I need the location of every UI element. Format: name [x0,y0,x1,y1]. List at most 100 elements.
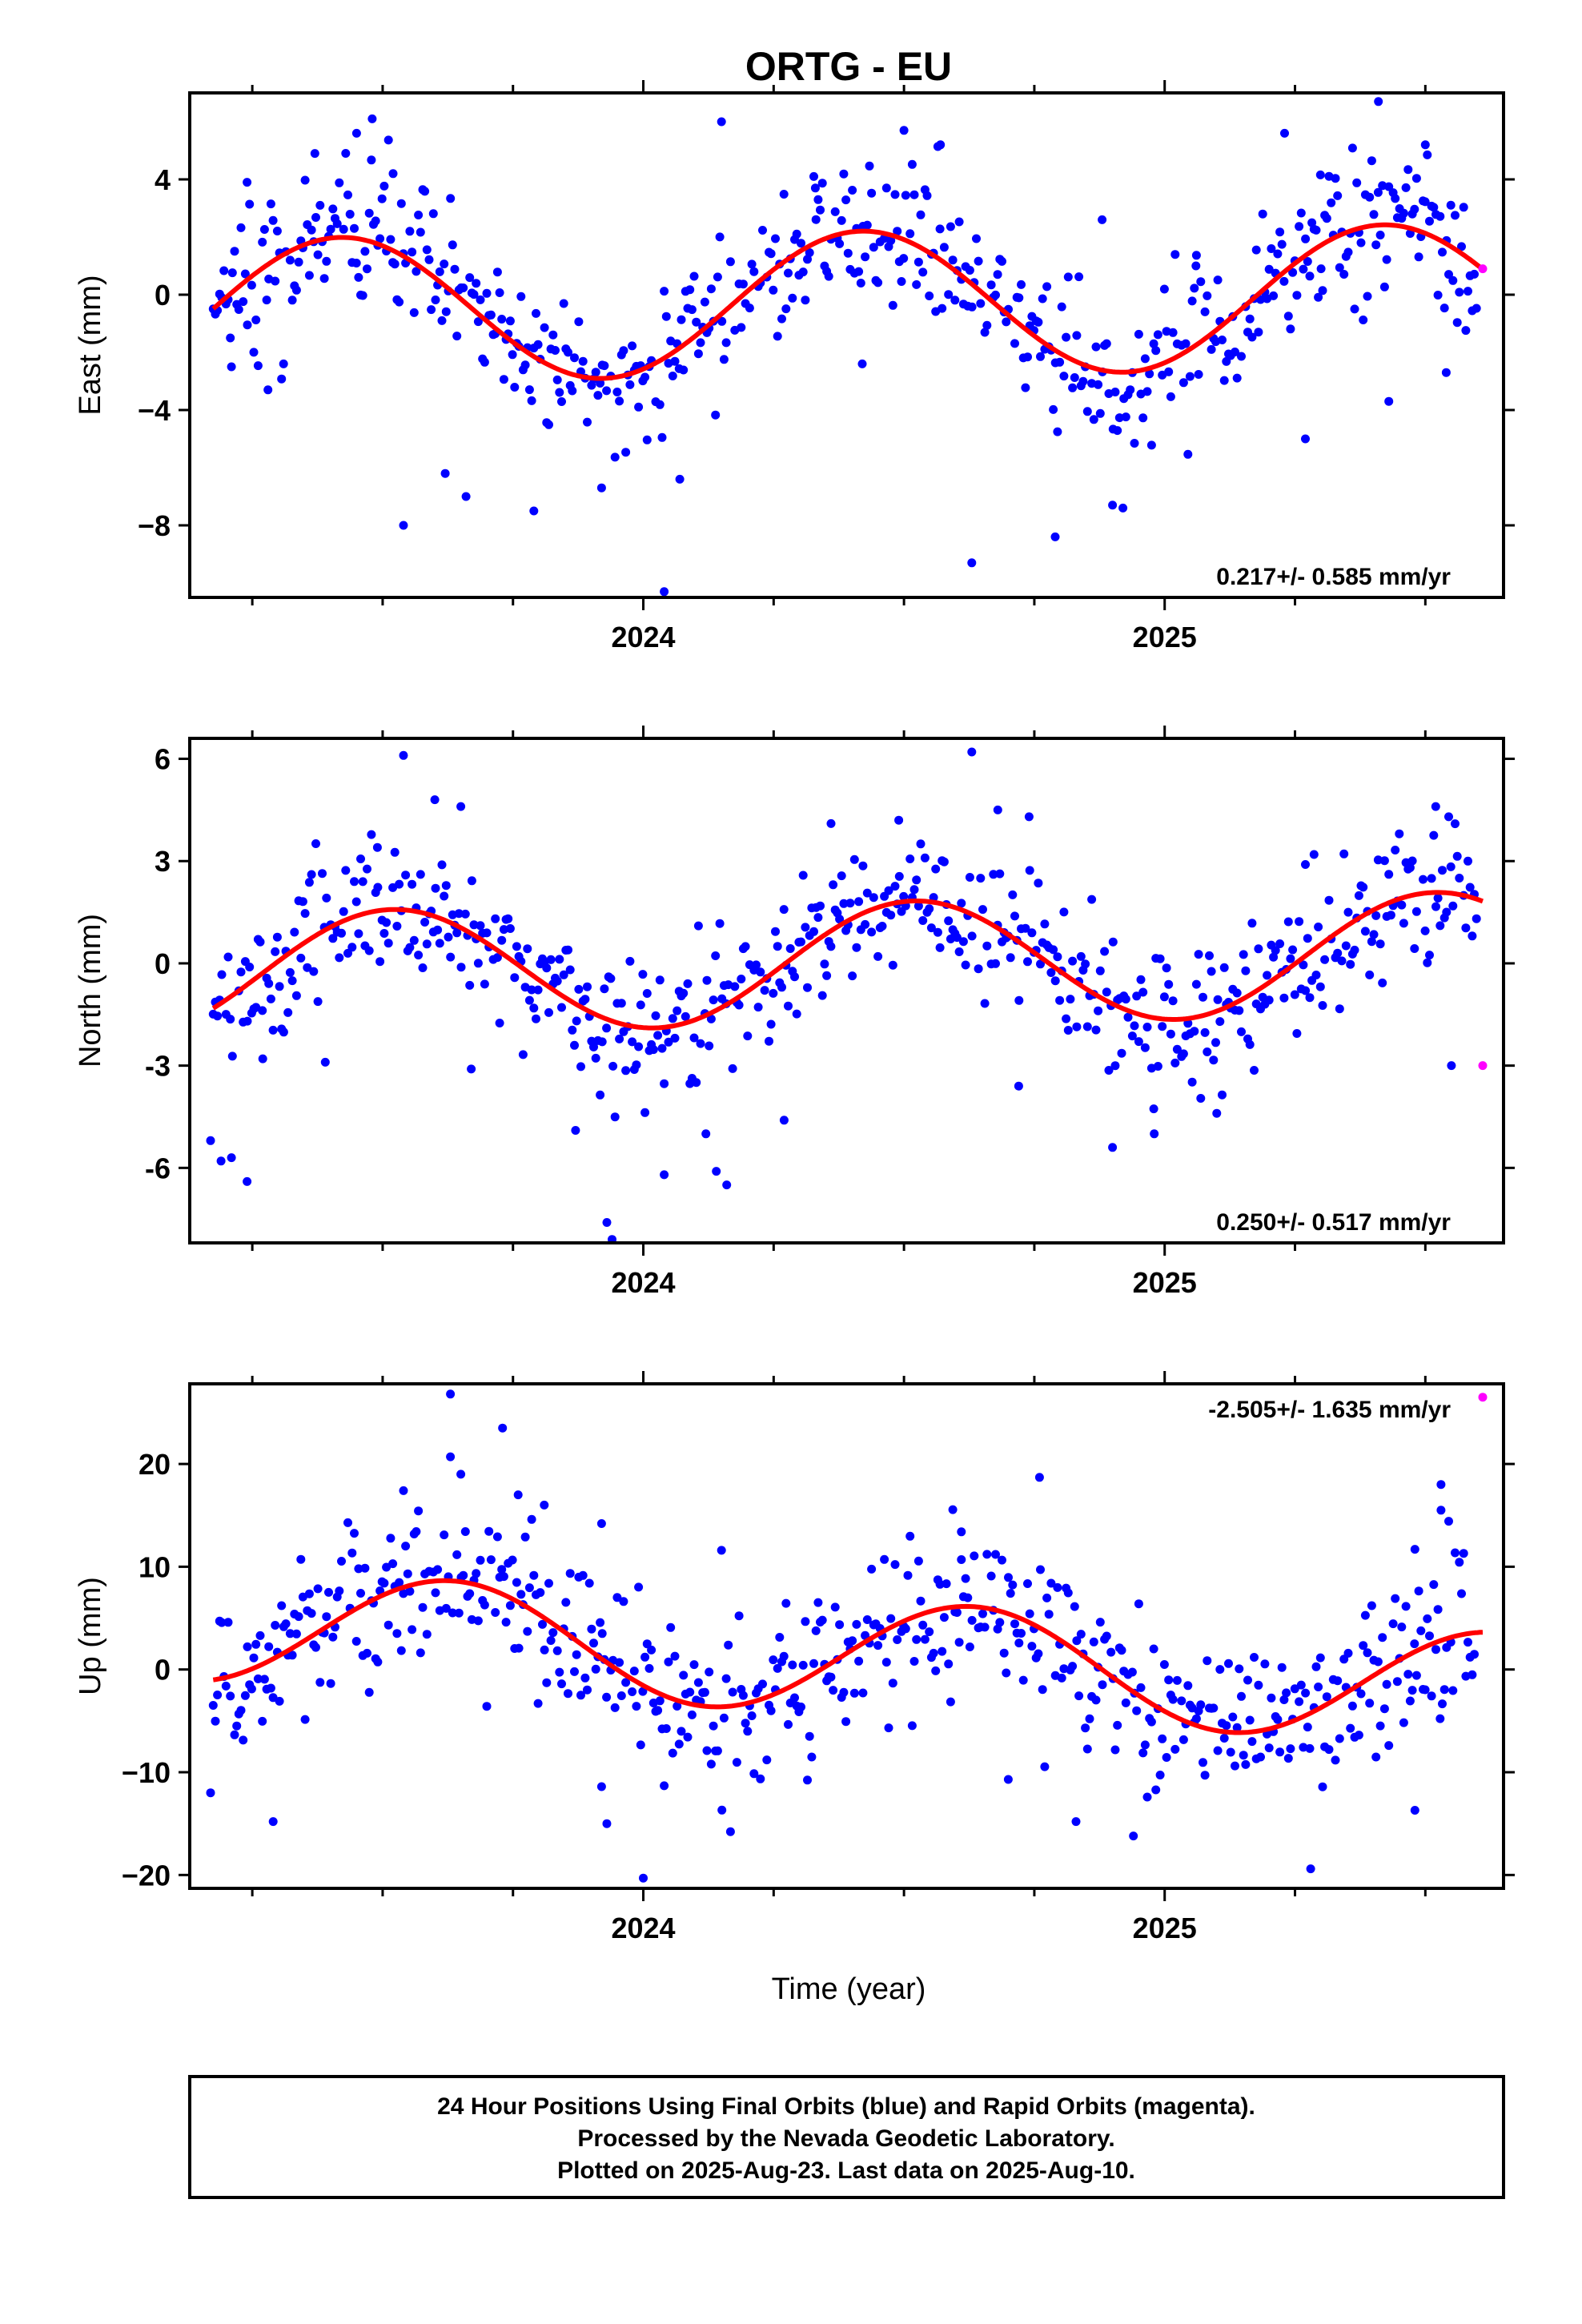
final-orbit-point [877,922,887,931]
final-orbit-point [905,854,915,863]
final-orbit-point [1034,879,1043,888]
final-orbit-point [841,195,851,205]
final-orbit-point [1455,287,1464,297]
final-orbit-point [893,227,902,236]
final-orbit-point [1435,211,1445,221]
final-orbit-point [533,1699,543,1708]
x-tick-label: 2024 [611,621,675,653]
final-orbit-point [395,879,404,889]
final-orbit-point [1405,1696,1415,1706]
final-orbit-point [664,1657,673,1667]
final-orbit-point [533,340,543,349]
final-orbit-point [612,1593,622,1602]
final-orbit-point [1335,263,1344,272]
final-orbit-point [1423,150,1432,159]
final-orbit-point [596,1782,606,1791]
final-orbit-point [1085,1714,1094,1723]
final-orbit-point [628,1687,637,1696]
final-orbit-point [1295,917,1304,927]
final-orbit-point [1384,1741,1394,1751]
final-orbit-point [1021,923,1030,933]
final-orbit-point [1335,1734,1344,1743]
final-orbit-point [574,317,584,327]
final-orbit-point [679,365,689,375]
final-orbit-point [476,921,485,931]
final-orbit-point [211,1716,220,1726]
final-orbit-point [762,1755,772,1765]
final-orbit-point [939,1613,949,1622]
final-orbit-point [313,1584,323,1594]
final-orbit-point [1470,269,1479,279]
final-orbit-point [912,1634,921,1644]
final-orbit-point [957,899,966,908]
final-orbit-point [696,338,705,348]
final-orbit-point [461,492,471,501]
final-orbit-point [335,953,344,963]
final-orbit-point [1046,968,1056,977]
final-orbit-point [797,239,805,248]
final-orbit-point [379,1578,389,1588]
final-orbit-point [1444,812,1453,822]
final-orbit-point [1134,1037,1143,1047]
final-orbit-point [1465,883,1475,892]
final-orbit-point [544,1007,553,1017]
final-orbit-point [542,1678,552,1687]
final-orbit-point [1410,1545,1419,1554]
final-orbit-point [1371,1752,1381,1762]
final-orbit-point [820,959,829,969]
final-orbit-point [797,937,805,947]
final-orbit-point [405,1586,415,1596]
final-orbit-point [848,971,857,981]
final-orbit-point [328,1632,338,1642]
final-orbit-point [1172,1044,1182,1054]
final-orbit-point [1002,1668,1011,1678]
final-orbit-point [841,1717,851,1727]
final-orbit-point [1108,501,1118,510]
final-orbit-point [722,1180,732,1190]
final-orbit-point [428,209,438,219]
final-orbit-point [1049,404,1058,414]
final-orbit-point [356,1589,365,1598]
final-orbit-point [1309,850,1319,859]
final-orbit-point [1333,1676,1343,1686]
final-orbit-point [450,264,460,274]
final-orbit-point [408,1625,417,1634]
final-orbit-point [890,190,900,199]
final-orbit-point [811,215,821,224]
final-orbit-point [784,1719,793,1729]
final-orbit-point [1373,1657,1383,1667]
final-orbit-point [268,1693,278,1703]
final-orbit-point [1288,945,1298,955]
final-orbit-point [1191,979,1201,989]
final-orbit-point [1126,385,1135,395]
final-orbit-point [1014,1081,1023,1091]
final-orbit-point [467,1064,476,1074]
final-orbit-point [277,1601,287,1610]
final-orbit-point [644,1663,654,1673]
final-orbit-point [1279,276,1289,286]
final-orbit-point [909,190,919,199]
final-orbit-point [578,356,588,366]
final-orbit-point [1438,1699,1447,1709]
rapid-orbit-point [1478,1393,1488,1402]
final-orbit-point [640,1652,650,1662]
final-orbit-point [1258,209,1267,219]
final-orbit-point [548,330,558,340]
final-orbit-point [610,452,620,462]
final-orbit-point [899,126,909,135]
final-orbit-point [741,1719,750,1728]
final-orbit-point [472,279,481,288]
final-orbit-point [1117,1646,1126,1655]
final-orbit-point [239,1735,248,1745]
final-orbit-point [668,1014,677,1023]
final-orbit-point [499,1572,508,1582]
final-orbit-point [217,970,227,979]
final-orbit-point [954,1638,964,1647]
final-orbit-point [970,1551,979,1561]
final-orbit-point [1023,352,1032,362]
final-orbit-point [788,293,797,303]
final-orbit-point [610,1112,620,1122]
final-orbit-point [1044,1610,1054,1619]
final-orbit-point [1292,1029,1302,1038]
footer-line-3: Plotted on 2025-Aug-23. Last data on 202… [557,2157,1135,2184]
